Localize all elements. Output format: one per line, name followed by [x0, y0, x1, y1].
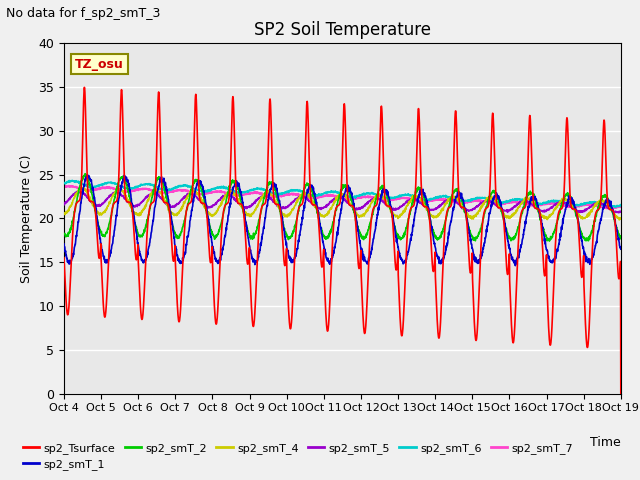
- sp2_smT_6: [504, 199, 512, 204]
- sp2_smT_5: [359, 204, 367, 209]
- sp2_smT_4: [584, 214, 591, 219]
- sp2_smT_6: [609, 205, 616, 211]
- sp2_smT_5: [60, 201, 68, 207]
- sp2_smT_2: [359, 234, 367, 240]
- sp2_smT_4: [568, 203, 575, 209]
- sp2_smT_1: [511, 263, 519, 268]
- sp2_smT_1: [568, 196, 576, 202]
- sp2_smT_7: [568, 204, 575, 209]
- Line: sp2_smT_2: sp2_smT_2: [64, 174, 621, 241]
- sp2_smT_6: [371, 191, 379, 197]
- sp2_Tsurface: [81, 84, 88, 90]
- sp2_smT_1: [371, 229, 379, 235]
- sp2_smT_1: [84, 172, 92, 178]
- sp2_Tsurface: [584, 345, 591, 350]
- sp2_smT_2: [584, 236, 591, 242]
- sp2_smT_7: [607, 205, 615, 211]
- Line: sp2_Tsurface: sp2_Tsurface: [64, 87, 621, 394]
- sp2_smT_2: [216, 227, 223, 233]
- sp2_smT_7: [216, 189, 223, 195]
- sp2_smT_5: [617, 209, 625, 215]
- sp2_smT_1: [617, 246, 625, 252]
- sp2_smT_2: [568, 198, 576, 204]
- Line: sp2_smT_1: sp2_smT_1: [64, 175, 621, 265]
- sp2_smT_6: [216, 185, 223, 191]
- sp2_smT_4: [504, 215, 512, 221]
- sp2_Tsurface: [504, 267, 512, 273]
- Title: SP2 Soil Temperature: SP2 Soil Temperature: [254, 21, 431, 39]
- sp2_smT_7: [359, 194, 367, 200]
- Legend: sp2_Tsurface, sp2_smT_1, sp2_smT_2, sp2_smT_4, sp2_smT_5, sp2_smT_6, sp2_smT_7: sp2_Tsurface, sp2_smT_1, sp2_smT_2, sp2_…: [19, 438, 578, 474]
- sp2_Tsurface: [371, 204, 379, 209]
- sp2_smT_2: [60, 231, 68, 237]
- sp2_smT_7: [584, 202, 591, 208]
- sp2_smT_7: [60, 184, 68, 190]
- sp2_smT_5: [216, 197, 223, 203]
- sp2_Tsurface: [60, 255, 68, 261]
- sp2_smT_5: [614, 210, 622, 216]
- sp2_Tsurface: [617, 391, 625, 396]
- sp2_smT_4: [616, 217, 623, 223]
- sp2_smT_5: [504, 208, 512, 214]
- sp2_smT_2: [545, 238, 553, 244]
- sp2_smT_6: [68, 178, 76, 183]
- sp2_smT_2: [371, 200, 379, 205]
- sp2_smT_5: [371, 195, 379, 201]
- sp2_smT_1: [584, 257, 591, 263]
- sp2_smT_6: [617, 202, 625, 208]
- sp2_smT_4: [216, 203, 223, 209]
- sp2_smT_7: [371, 195, 379, 201]
- sp2_Tsurface: [568, 205, 575, 211]
- sp2_smT_6: [584, 200, 591, 206]
- sp2_Tsurface: [359, 307, 367, 312]
- sp2_smT_2: [81, 171, 89, 177]
- sp2_smT_4: [371, 195, 379, 201]
- sp2_smT_7: [65, 183, 73, 189]
- sp2_smT_4: [617, 216, 625, 221]
- Y-axis label: Soil Temperature (C): Soil Temperature (C): [20, 154, 33, 283]
- sp2_smT_4: [60, 211, 68, 217]
- Text: TZ_osu: TZ_osu: [75, 58, 124, 71]
- Line: sp2_smT_6: sp2_smT_6: [64, 180, 621, 208]
- sp2_smT_6: [568, 203, 575, 208]
- sp2_smT_2: [504, 233, 512, 239]
- sp2_smT_6: [359, 192, 367, 197]
- sp2_smT_7: [504, 200, 512, 206]
- Text: No data for f_sp2_smT_3: No data for f_sp2_smT_3: [6, 7, 161, 20]
- sp2_smT_4: [79, 185, 86, 191]
- sp2_smT_6: [60, 180, 68, 186]
- sp2_smT_1: [504, 240, 512, 246]
- sp2_smT_5: [584, 206, 591, 212]
- sp2_smT_5: [74, 188, 81, 194]
- Line: sp2_smT_4: sp2_smT_4: [64, 188, 621, 220]
- Text: Time: Time: [590, 436, 621, 449]
- sp2_smT_5: [568, 204, 575, 210]
- sp2_smT_1: [359, 251, 367, 256]
- Line: sp2_smT_7: sp2_smT_7: [64, 186, 621, 208]
- Line: sp2_smT_5: sp2_smT_5: [64, 191, 621, 213]
- sp2_smT_2: [617, 236, 625, 241]
- sp2_smT_1: [216, 256, 223, 262]
- sp2_smT_4: [359, 213, 367, 219]
- sp2_Tsurface: [216, 270, 223, 276]
- sp2_smT_1: [60, 241, 68, 247]
- sp2_smT_7: [617, 204, 625, 210]
